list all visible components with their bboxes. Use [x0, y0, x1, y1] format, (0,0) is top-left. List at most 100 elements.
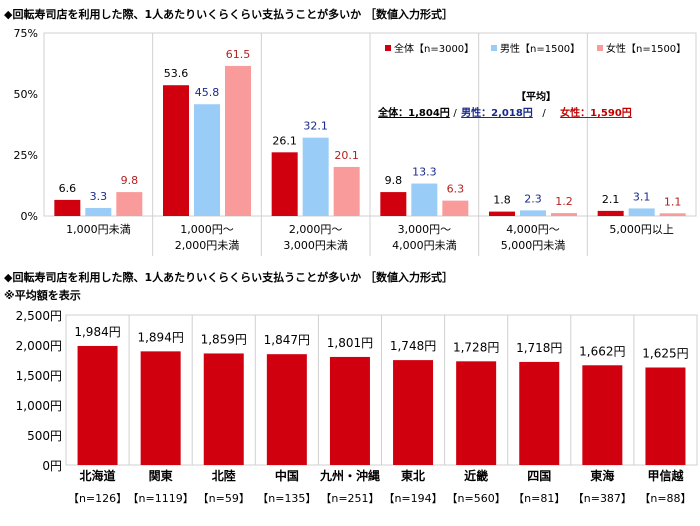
chart1-title: ◆回転寿司店を利用した際、1人あたりいくらくらい支払うことが多いか ［数値入力形…: [4, 7, 453, 21]
chart2-bar: [456, 361, 497, 465]
chart2-bar: [519, 361, 560, 465]
chart1-bar-1: [85, 207, 112, 216]
average-value: 男性：2,018円: [461, 106, 533, 119]
chart2-xtick-label: 甲信越: [647, 468, 684, 483]
chart1-ytick-label: 25%: [14, 149, 38, 162]
chart1-data-label: 2.3: [524, 192, 542, 205]
chart1-bar-2: [659, 213, 686, 216]
chart2-sample-size: 【n=387】: [573, 492, 632, 505]
chart2-ytick-label: 0円: [42, 459, 62, 473]
chart2-ytick-label: 1,500円: [16, 369, 62, 383]
chart2-sample-size: 【n=560】: [447, 492, 506, 505]
chart2-data-label: 1,718円: [516, 341, 562, 355]
chart2-xtick-label: 北海道: [80, 468, 116, 483]
chart1-bar-1: [194, 104, 220, 216]
chart1-data-label: 9.8: [385, 174, 403, 187]
chart1-data-label: 32.1: [303, 120, 328, 133]
average-value: 女性：1,590円: [560, 106, 632, 119]
chart1-data-label: 45.8: [195, 86, 220, 99]
chart1-xtick-label: 1,000円未満: [66, 223, 131, 236]
chart2-data-label: 1,859円: [201, 332, 247, 346]
chart1-xtick-label: 2,000円未満: [175, 239, 240, 252]
chart1-xtick-label: 5,000円以上: [609, 223, 674, 236]
average-value: 全体：1,804円: [377, 106, 450, 119]
chart2-data-label: 1,728円: [453, 340, 499, 354]
chart1-data-label: 61.5: [226, 48, 251, 61]
chart1-bar-0: [271, 152, 298, 216]
chart2-data-label: 1,894円: [137, 330, 183, 344]
chart1-bar-0: [163, 85, 189, 216]
chart1-xtick-label: 3,000円未満: [283, 239, 348, 252]
chart2-ytick-label: 500円: [27, 429, 62, 443]
chart1-xtick-label: 5,000円未満: [501, 239, 566, 252]
chart1-data-label: 1.1: [664, 195, 682, 208]
chart1-bar-1: [628, 208, 655, 216]
chart1-bar-2: [442, 200, 469, 216]
chart2-ytick-label: 2,500円: [16, 309, 62, 323]
average-heading: 【平均】: [516, 90, 556, 103]
chart1-bar-1: [302, 137, 329, 216]
chart1-bar-0: [489, 211, 515, 216]
chart2-bar: [329, 356, 370, 465]
chart1-legend-swatch: [597, 45, 603, 51]
chart2-sample-size: 【n=81】: [513, 492, 565, 505]
chart2-bar: [582, 365, 623, 465]
chart1-legend-label: 男性【n=1500】: [500, 42, 580, 55]
chart1-bar-2: [116, 192, 143, 216]
chart2-bar: [266, 354, 307, 465]
chart2-ytick-label: 2,000円: [16, 339, 62, 353]
chart1-data-label: 20.1: [334, 149, 359, 162]
chart2-data-label: 1,801円: [327, 336, 373, 350]
chart2-bar: [393, 360, 434, 465]
chart1-ytick-label: 0%: [21, 210, 38, 223]
chart2-subtitle: ※平均額を表示: [4, 288, 81, 302]
chart2-sample-size: 【n=1119】: [128, 492, 194, 505]
chart1-xtick-label: 2,000円～: [289, 223, 343, 236]
chart2-xtick-label: 近畿: [464, 468, 488, 483]
chart1-data-label: 13.3: [412, 166, 437, 179]
chart2-sample-size: 【n=194】: [383, 492, 442, 505]
chart2-data-label: 1,625円: [642, 347, 688, 361]
chart2-xtick-label: 北陸: [212, 468, 236, 483]
chart2-data-label: 1,748円: [390, 339, 436, 353]
chart2-bar: [77, 345, 118, 465]
chart2-xtick-label: 東海: [590, 468, 614, 483]
chart2-xtick-label: 中国: [275, 468, 299, 483]
chart2-xtick-label: 東北: [401, 468, 425, 483]
chart1-data-label: 2.1: [602, 193, 620, 206]
chart2-data-label: 1,662円: [579, 344, 625, 358]
chart1-bar-1: [411, 183, 438, 216]
chart2-xtick-label: 関東: [149, 468, 173, 483]
chart2-title: ◆回転寿司店を利用した際、1人あたりいくらくらい支払うことが多いか ［数値入力形…: [4, 270, 453, 284]
chart1-xtick-label: 1,000円～: [180, 223, 234, 236]
chart1-data-label: 3.3: [90, 190, 108, 203]
chart1-data-label: 53.6: [164, 67, 189, 80]
chart1-data-label: 1.8: [493, 194, 511, 207]
chart2-bar: [140, 351, 181, 465]
chart2-xtick-label: 四国: [527, 469, 551, 483]
chart1-xtick-label: 4,000円未満: [392, 239, 457, 252]
chart1-ytick-label: 50%: [14, 88, 38, 101]
chart1-bar-0: [597, 210, 624, 216]
chart2-data-label: 1,847円: [264, 333, 310, 347]
chart1-bar-0: [54, 199, 81, 216]
chart2-data-label: 1,984円: [74, 325, 120, 339]
chart2-xtick-label: 九州・沖縄: [319, 468, 380, 483]
chart1-bar-2: [225, 65, 251, 216]
chart2-bar: [645, 367, 686, 465]
chart1-legend-label: 全体【n=3000】: [394, 42, 474, 55]
chart2-sample-size: 【n=135】: [257, 492, 316, 505]
chart2-sample-size: 【n=251】: [320, 492, 379, 505]
average-separator: /: [542, 108, 546, 119]
chart1-data-label: 3.1: [633, 190, 651, 203]
chart1-bar-1: [520, 210, 546, 216]
chart1-data-label: 1.2: [555, 195, 573, 208]
chart2-sample-size: 【n=126】: [68, 492, 127, 505]
chart1-xtick-label: 4,000円～: [506, 223, 560, 236]
chart1-bar-0: [380, 192, 407, 216]
chart2-ytick-label: 1,000円: [16, 399, 62, 413]
chart2-sample-size: 【n=88】: [639, 492, 691, 505]
average-separator: /: [453, 108, 457, 119]
chart1-data-label: 26.1: [272, 134, 297, 147]
